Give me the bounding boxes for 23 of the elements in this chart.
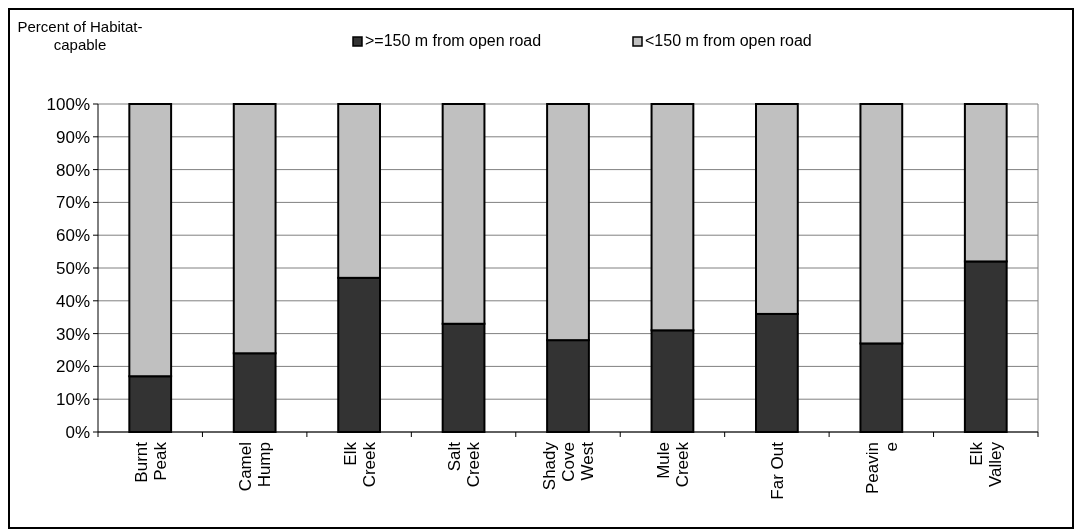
y-tick-label: 60% <box>55 226 90 246</box>
y-tick-label: 70% <box>55 193 90 213</box>
x-tick-label: Peavin e <box>862 442 901 494</box>
y-tick-label: 0% <box>65 422 90 442</box>
y-tick-label: 20% <box>55 357 90 377</box>
y-tick-label: 90% <box>55 127 90 147</box>
x-tick-label: Elk Creek <box>340 441 379 488</box>
x-tick-label: Salt Creek <box>445 441 484 488</box>
y-tick-label: 100% <box>46 94 90 114</box>
x-tick-label: Burnt Peak <box>131 441 170 483</box>
y-tick-label: 10% <box>55 390 90 410</box>
x-tick-label: Camel Hump <box>236 442 275 492</box>
x-tick-label: Shady Cove West <box>540 441 597 491</box>
legend-label: >=150 m from open road <box>365 32 542 49</box>
y-axis-title: Percent of Habitat-capable <box>17 18 143 53</box>
y-tick-label: 40% <box>55 291 90 311</box>
x-tick-label: Elk Valley <box>967 441 1006 488</box>
x-tick-label: Mule Creek <box>653 441 692 488</box>
x-tick-label: Far Out <box>767 441 787 500</box>
y-tick-label: 30% <box>55 324 90 344</box>
legend-label: <150 m from open road <box>645 32 812 49</box>
y-tick-label: 80% <box>55 160 90 180</box>
y-tick-label: 50% <box>55 258 90 278</box>
